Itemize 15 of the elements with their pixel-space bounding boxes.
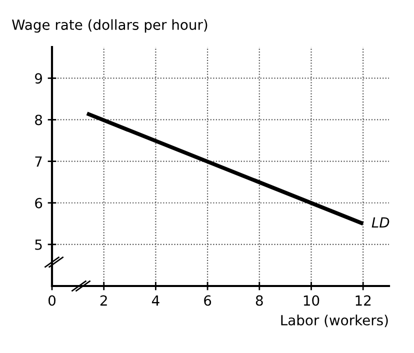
x-tick-label: 4 (152, 295, 160, 306)
y-tick-label: 9 (35, 73, 42, 84)
x-tick-label: 12 (356, 295, 371, 306)
x-tick-label: 2 (100, 295, 107, 306)
annotation: LD (372, 217, 390, 228)
x-tick-label: 6 (204, 295, 212, 306)
x-tick-label: 10 (304, 295, 320, 306)
x-axis-title: Labor (workers) (281, 314, 388, 328)
y-tick-label: 5 (35, 240, 42, 250)
x-tick-label: 8 (256, 295, 263, 306)
y-tick-label: 7 (35, 156, 42, 167)
y-tick-label: 8 (35, 114, 42, 126)
y-axis-title: Wage rate (dollars per hour) (12, 19, 208, 33)
x-tick-label: 0 (48, 295, 56, 306)
y-tick-label: 6 (35, 198, 42, 208)
